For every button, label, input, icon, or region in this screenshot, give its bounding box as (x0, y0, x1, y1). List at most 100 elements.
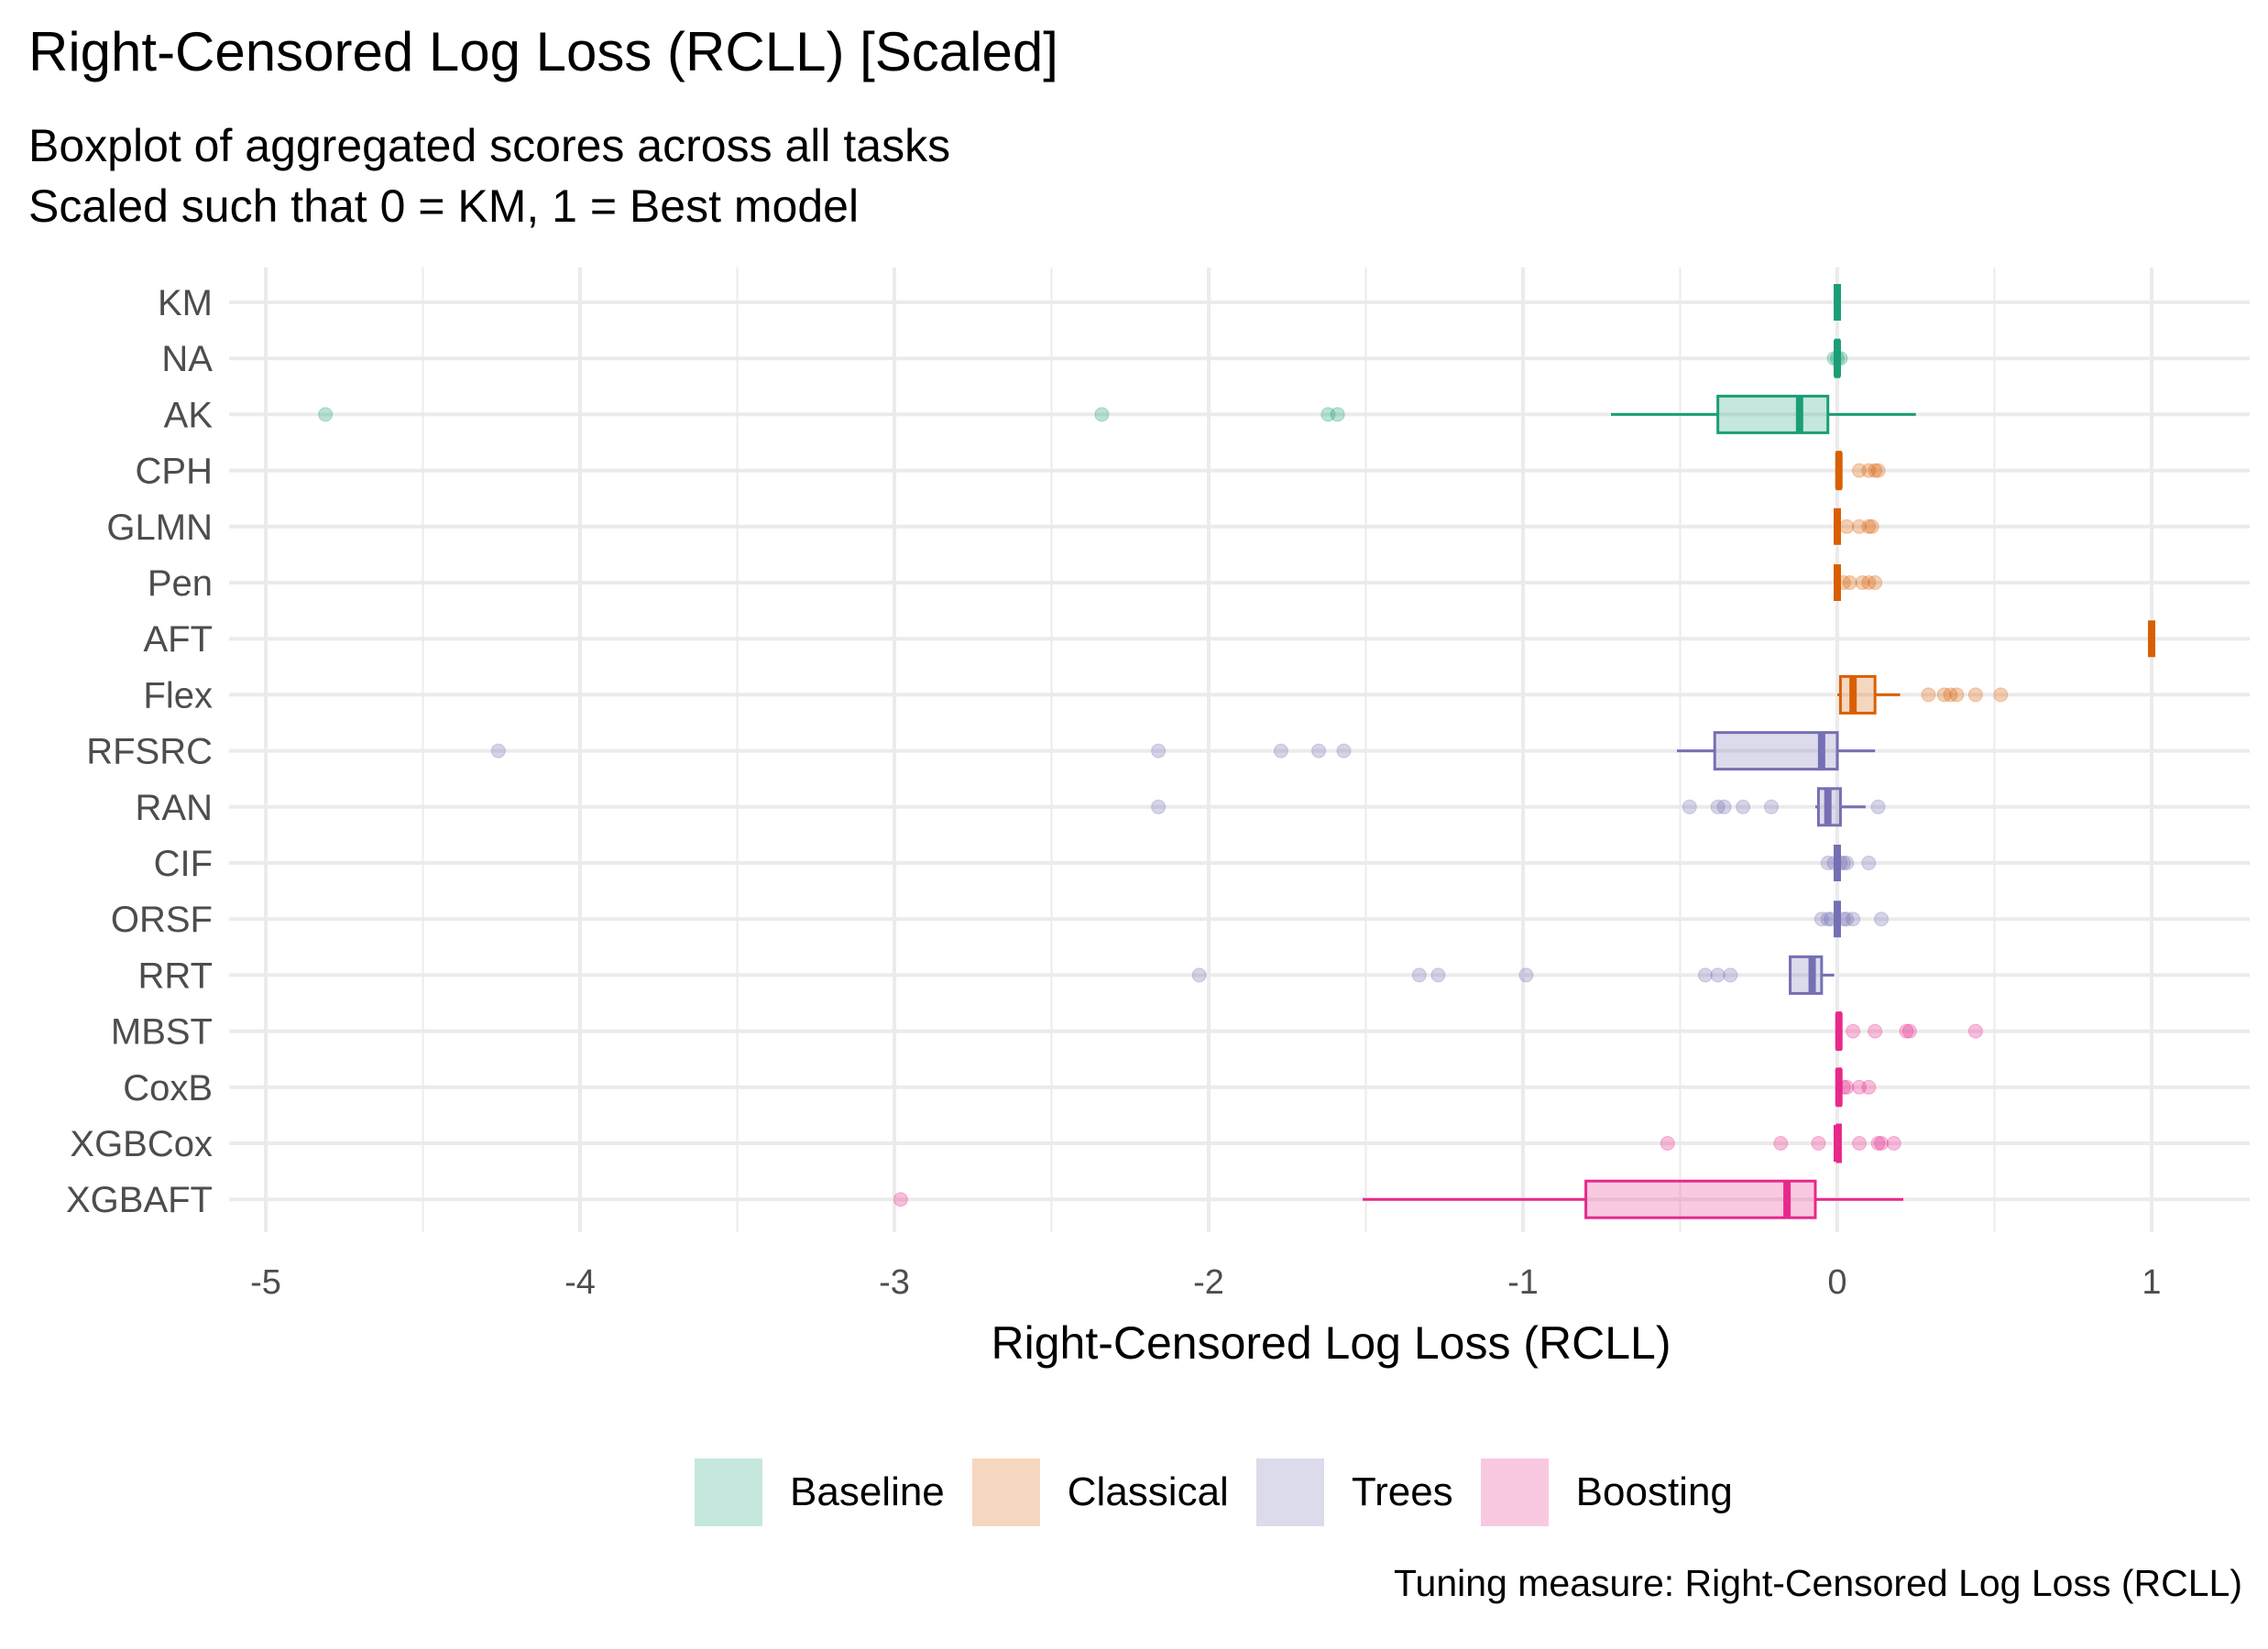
legend: Baseline Classical Trees Boosting (695, 1458, 1760, 1526)
outlier-point (893, 1192, 908, 1207)
chart-title: Right-Censored Log Loss (RCLL) [Scaled] (28, 21, 1058, 82)
point-layer (318, 351, 2009, 1207)
y-tick-label: AK (164, 395, 214, 435)
outlier-point (1943, 687, 1958, 703)
outlier-point (1852, 1079, 1868, 1095)
legend-label-boosting: Boosting (1575, 1469, 1733, 1514)
y-tick-label: MBST (111, 1012, 213, 1053)
outlier-point (1835, 856, 1851, 870)
outlier-point (1151, 743, 1167, 759)
y-tick-label: Flex (143, 675, 213, 715)
y-tick-label: AFT (143, 619, 213, 660)
outlier-point (1936, 687, 1952, 703)
outlier-point (1811, 1136, 1826, 1151)
x-tick-label: -1 (1507, 1263, 1539, 1302)
outlier-point (1330, 407, 1345, 422)
y-tick-label: GLMN (106, 508, 213, 548)
box-layer (1363, 284, 2155, 1219)
outlier-point (1682, 799, 1697, 814)
outlier-point (1336, 743, 1352, 759)
outlier-point (1835, 1079, 1851, 1095)
outlier-point (1697, 967, 1713, 983)
outlier-point (1273, 743, 1288, 759)
y-tick-label: KM (158, 283, 213, 323)
outlier-point (1430, 967, 1446, 983)
legend-item-boosting: Boosting (1480, 1458, 1733, 1526)
outlier-point (1921, 687, 1936, 703)
outlier-point (1874, 912, 1890, 927)
legend-key-classical (971, 1458, 1040, 1526)
chart-caption: Tuning measure: Right-Censored Log Loss … (1394, 1562, 2242, 1604)
outlier-point (1852, 519, 1868, 534)
outlier-point (1833, 351, 1848, 366)
outlier-point (1833, 856, 1848, 870)
x-tick-label: 1 (2142, 1263, 2161, 1302)
outlier-point (1826, 351, 1842, 366)
outlier-point (1773, 1136, 1789, 1151)
outlier-point (1094, 407, 1110, 422)
legend-item-baseline: Baseline (695, 1458, 945, 1526)
legend-key-baseline (695, 1458, 762, 1526)
outlier-point (1710, 799, 1726, 814)
box (1789, 955, 1824, 995)
outlier-point (1861, 856, 1877, 870)
outlier-point (490, 743, 506, 759)
outlier-point (1861, 1079, 1877, 1095)
x-axis-label: Right-Censored Log Loss (RCLL) (991, 1317, 1671, 1369)
y-tick-label: ORSF (111, 900, 213, 940)
outlier-point (1710, 967, 1726, 983)
outlier-point (1191, 967, 1207, 983)
outlier-point (1846, 1023, 1861, 1039)
outlier-point (1830, 351, 1845, 366)
legend-key-trees (1255, 1458, 1324, 1526)
outlier-point (1901, 1023, 1917, 1039)
x-tick-label: -3 (879, 1263, 910, 1302)
y-tick-label: Pen (148, 563, 213, 604)
outlier-point (1870, 1136, 1886, 1151)
outlier-point (1660, 1136, 1675, 1151)
legend-label-baseline: Baseline (790, 1469, 945, 1514)
outlier-point (318, 407, 334, 422)
outlier-point (1899, 1023, 1914, 1039)
outlier-point (1861, 463, 1877, 478)
outlier-point (1861, 519, 1877, 534)
outlier-point (1824, 912, 1839, 927)
legend-label-trees: Trees (1351, 1469, 1453, 1514)
y-tick-label: RAN (136, 788, 213, 828)
outlier-point (1835, 575, 1851, 590)
outlier-point (1716, 799, 1732, 814)
axis-labels: -5 -4 -3 -2 -1 0 1 Right-Censored Log Loss (RCL… (66, 283, 2162, 1369)
outlier-point (1320, 407, 1336, 422)
outlier-point (1868, 1023, 1883, 1039)
outlier-point (1411, 967, 1427, 983)
outlier-point (1886, 1136, 1901, 1151)
outlier-point (1839, 1079, 1855, 1095)
x-tick-label: 0 (1827, 1263, 1846, 1302)
outlier-point (1864, 519, 1879, 534)
legend-item-trees: Trees (1255, 1458, 1453, 1526)
outlier-point (1835, 912, 1851, 927)
y-tick-label: XGBAFT (66, 1180, 213, 1220)
legend-label-classical: Classical (1067, 1469, 1229, 1514)
outlier-point (1839, 856, 1855, 870)
outlier-point (1846, 912, 1861, 927)
outlier-point (1826, 856, 1842, 870)
outlier-point (1874, 1136, 1890, 1151)
grid-layer (229, 268, 2250, 1232)
outlier-point (1967, 1023, 1983, 1039)
chart-subtitle-line-1: Boxplot of aggregated scores across all … (28, 120, 951, 171)
outlier-point (1868, 463, 1883, 478)
outlier-point (1763, 799, 1779, 814)
y-tick-label: CoxB (123, 1068, 213, 1108)
outlier-point (1852, 1136, 1868, 1151)
outlier-point (1839, 912, 1855, 927)
chart-subtitle-line-2: Scaled such that 0 = KM, 1 = Best model (28, 180, 860, 232)
outlier-point (1868, 575, 1883, 590)
outlier-point (1820, 856, 1835, 870)
y-tick-label: CIF (154, 844, 213, 884)
outlier-point (1839, 519, 1855, 534)
box (1584, 1179, 1817, 1219)
legend-item-classical: Classical (971, 1458, 1229, 1526)
x-tick-label: -4 (564, 1263, 596, 1302)
y-tick-label: RRT (138, 956, 213, 996)
